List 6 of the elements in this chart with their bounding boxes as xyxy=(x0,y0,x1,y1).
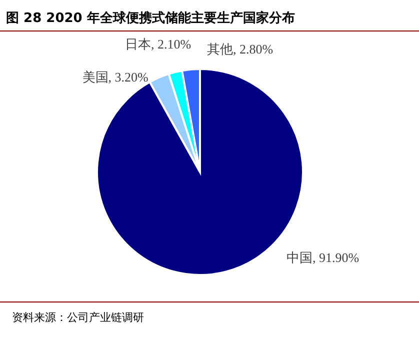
slice-label: 中国, 91.90% xyxy=(286,250,360,265)
slice-label: 日本, 2.10% xyxy=(125,36,192,52)
slice-label: 美国, 3.20% xyxy=(82,69,149,84)
chart-title: 图 28 2020 年全球便携式储能主要生产国家分布 xyxy=(6,10,295,26)
text: 资料来源：公司产业链调研 xyxy=(12,311,144,324)
slice-label: 其他, 2.80% xyxy=(207,41,274,56)
